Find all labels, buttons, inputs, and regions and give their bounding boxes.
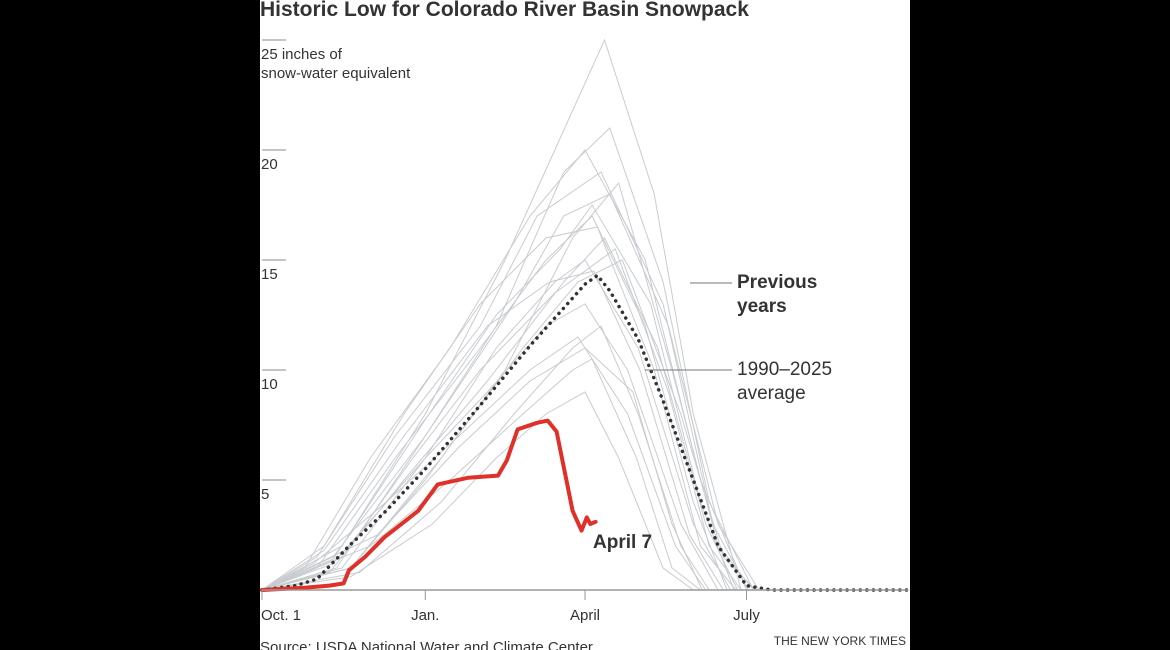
previous-year-line: [261, 38, 908, 591]
y-tick-label: 15: [261, 266, 278, 283]
previous-years-label-line1: Previous: [737, 272, 817, 293]
previous-year-line: [261, 325, 908, 591]
current-year-line: [260, 418, 598, 592]
y-tick-label: 20: [261, 156, 278, 173]
previous-year-line: [261, 181, 908, 591]
current-year-series: [260, 418, 598, 592]
y-axis: 5 10 15 20: [261, 39, 286, 503]
chart-title: Historic Low for Colorado River Basin Sn…: [260, 0, 749, 21]
average-line: [260, 273, 910, 592]
previous-year-line: [261, 248, 908, 591]
average-series: [260, 273, 910, 592]
x-tick-label: July: [733, 607, 760, 624]
average-label-line1: 1990–2025: [737, 359, 832, 380]
previous-year-line: [261, 204, 908, 591]
chart-panel: [260, 0, 910, 650]
x-tick-label: Jan.: [411, 607, 439, 624]
previous-year-line: [261, 347, 908, 591]
y-tick-label: 5: [261, 486, 269, 503]
previous-years-label-line2: years: [737, 296, 787, 317]
x-tick-label: Oct. 1: [261, 607, 301, 624]
y-tick-label: 10: [261, 376, 278, 393]
current-date-label: April 7: [593, 532, 652, 553]
y-axis-label-line2: snow-water equivalent: [261, 65, 411, 82]
previous-year-line: [261, 303, 908, 591]
previous-year-line: [261, 391, 908, 591]
credit: THE NEW YORK TIMES: [774, 634, 906, 648]
previous-years-series: [261, 38, 908, 591]
previous-year-line: [261, 259, 908, 591]
source-note: Source: USDA National Water and Climate …: [260, 639, 593, 650]
previous-year-line: [261, 358, 908, 591]
previous-year-line: [261, 270, 908, 591]
x-tick-label: April: [570, 607, 600, 624]
y-axis-label-line1: 25 inches of: [261, 46, 343, 63]
previous-year-line: [261, 215, 908, 591]
previous-year-line: [261, 193, 908, 591]
x-axis: Oct. 1 Jan. April July: [261, 589, 908, 624]
previous-year-line: [261, 149, 908, 591]
previous-year-line: [261, 171, 908, 591]
previous-year-line: [261, 259, 908, 591]
average-label-line2: average: [737, 383, 806, 404]
